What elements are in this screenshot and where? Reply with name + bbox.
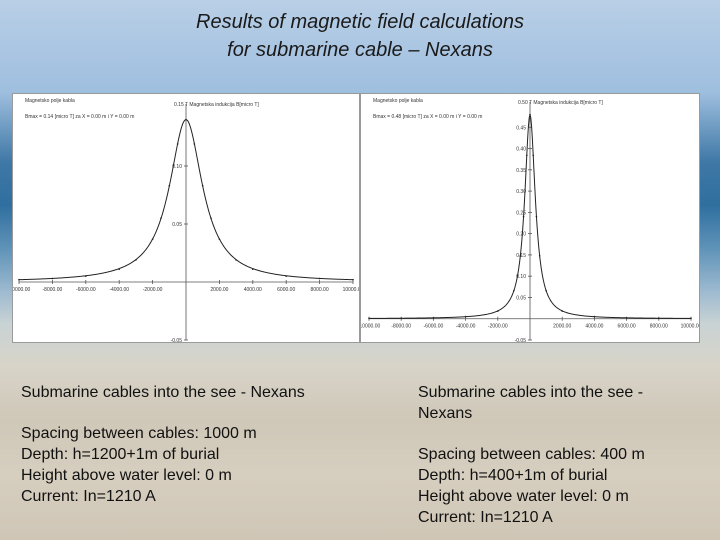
left-data-point xyxy=(235,259,237,261)
right-x-tick-label: -10000.00 xyxy=(361,324,380,330)
right-x-tick-label: -8000.00 xyxy=(391,324,411,330)
description-left-height: Height above water level: 0 m xyxy=(21,467,232,484)
left-x-tick-label: -2000.00 xyxy=(143,287,163,293)
description-left-depth: Depth: h=1200+1m of burial xyxy=(21,446,220,463)
right-data-point xyxy=(529,113,531,116)
left-x-tick-label: -8000.00 xyxy=(43,287,63,293)
right-y-tick-label: 0.20 xyxy=(516,232,526,238)
left-data-point xyxy=(193,143,196,145)
chart-panel-right: Magnetsko polje kabla Bmax = 0.48 [micro … xyxy=(360,93,700,343)
right-data-point xyxy=(522,215,525,218)
left-data-point xyxy=(201,184,204,187)
right-data-point xyxy=(513,289,515,292)
description-left-heading: Submarine cables into the see - Nexans xyxy=(21,384,305,401)
title-line-2: for submarine cable – Nexans xyxy=(227,39,493,61)
left-data-point xyxy=(218,238,221,240)
right-x-tick-label: 10000.00 xyxy=(681,324,699,330)
description-left: Submarine cables into the see - Nexans S… xyxy=(21,382,311,507)
left-y-axis-label: 0.15 T Magnetska indukcija B[micro T] xyxy=(174,102,259,108)
left-data-point xyxy=(210,217,212,219)
right-x-tick-label: -2000.00 xyxy=(488,324,508,330)
left-data-point xyxy=(252,268,254,271)
right-x-tick-label: -6000.00 xyxy=(424,324,444,330)
right-y-tick-label: 0.35 xyxy=(516,168,526,174)
right-x-tick-label: 4000.00 xyxy=(585,324,603,330)
right-data-point xyxy=(561,310,563,312)
description-right-height: Height above water level: 0 m xyxy=(418,488,629,505)
right-y-tick-label: 0.05 xyxy=(516,295,526,301)
left-data-point xyxy=(151,238,154,240)
right-data-point xyxy=(368,317,370,320)
left-y-tick-label: -0.05 xyxy=(171,338,183,342)
left-data-point xyxy=(168,184,171,187)
right-data-point xyxy=(532,154,535,157)
magnetic-field-chart-right: Magnetsko polje kabla Bmax = 0.48 [micro … xyxy=(361,98,699,342)
left-x-tick-label: -6000.00 xyxy=(76,287,96,293)
right-y-tick-label: 0.25 xyxy=(516,210,526,216)
slide-title: Results of magnetic field calculations f… xyxy=(0,8,720,64)
right-x-tick-label: -4000.00 xyxy=(456,324,476,330)
right-y-tick-label: 0.45 xyxy=(516,125,526,131)
description-right: Submarine cables into the see - Nexans S… xyxy=(418,382,698,528)
left-data-point xyxy=(352,278,354,281)
description-right-spacing: Spacing between cables: 400 m xyxy=(418,446,645,463)
right-x-tick-label: 6000.00 xyxy=(618,324,636,330)
left-data-point xyxy=(160,217,162,219)
left-chart-header-2: Bmax = 0.14 [micro T] za X = 0.00 m i Y … xyxy=(25,114,134,120)
right-x-tick-label: 2000.00 xyxy=(553,324,571,330)
left-x-tick-label: 2000.00 xyxy=(210,287,228,293)
left-x-tick-label: 4000.00 xyxy=(244,287,262,293)
left-data-point xyxy=(285,275,288,277)
right-data-point xyxy=(535,215,538,218)
left-x-tick-label: 10000.00 xyxy=(343,287,359,293)
description-left-current: Current: In=1210 A xyxy=(21,488,156,505)
right-y-tick-label: 0.15 xyxy=(516,253,526,259)
left-x-tick-label: 6000.00 xyxy=(277,287,295,293)
right-y-tick-label: 0.30 xyxy=(516,189,526,195)
left-x-tick-label: 8000.00 xyxy=(311,287,329,293)
right-chart-header-1: Magnetsko polje kabla xyxy=(373,98,423,104)
left-data-point xyxy=(18,278,20,281)
right-x-tick-label: 8000.00 xyxy=(650,324,668,330)
right-data-point xyxy=(545,289,547,292)
right-y-tick-label: -0.05 xyxy=(515,338,527,342)
right-data-point xyxy=(519,254,522,257)
title-line-1: Results of magnetic field calculations xyxy=(196,11,524,33)
left-data-point xyxy=(51,277,54,280)
right-y-axis-label: 0.50 T Magnetska indukcija B[micro T] xyxy=(518,100,603,106)
right-y-tick-label: 0.40 xyxy=(516,147,526,153)
description-left-spacing: Spacing between cables: 1000 m xyxy=(21,425,257,442)
left-y-tick-label: 0.10 xyxy=(172,164,182,170)
magnetic-field-chart-left: Magnetsko polje kabla Bmax = 0.14 [micro … xyxy=(13,98,359,342)
right-data-point xyxy=(690,317,692,320)
right-y-tick-label: 0.10 xyxy=(516,274,526,280)
left-data-point xyxy=(118,268,120,271)
right-data-point xyxy=(625,317,628,319)
left-data-point xyxy=(85,275,87,277)
right-data-point xyxy=(538,254,541,257)
right-data-point xyxy=(432,317,435,319)
right-data-point xyxy=(497,310,499,312)
chart-panel-left: Magnetsko polje kabla Bmax = 0.14 [micro … xyxy=(12,93,360,343)
right-data-point xyxy=(593,315,596,318)
left-chart-header-1: Magnetsko polje kabla xyxy=(25,98,75,104)
description-right-current: Current: In=1210 A xyxy=(418,509,553,526)
left-x-tick-label: -10000.00 xyxy=(13,287,30,293)
right-chart-header-2: Bmax = 0.48 [micro T] za X = 0.00 m i Y … xyxy=(373,114,482,120)
left-data-point xyxy=(135,259,137,261)
description-right-depth: Depth: h=400+1m of burial xyxy=(418,467,608,484)
right-data-point xyxy=(658,317,660,320)
left-x-tick-label: -4000.00 xyxy=(109,287,129,293)
description-right-heading: Submarine cables into the see - Nexans xyxy=(418,384,644,422)
right-data-point xyxy=(464,315,467,318)
left-data-point xyxy=(318,277,321,280)
right-data-point xyxy=(525,154,528,157)
left-data-point xyxy=(185,118,187,121)
right-data-point xyxy=(400,317,402,320)
left-data-point xyxy=(176,143,179,145)
left-y-tick-label: 0.05 xyxy=(172,222,182,228)
